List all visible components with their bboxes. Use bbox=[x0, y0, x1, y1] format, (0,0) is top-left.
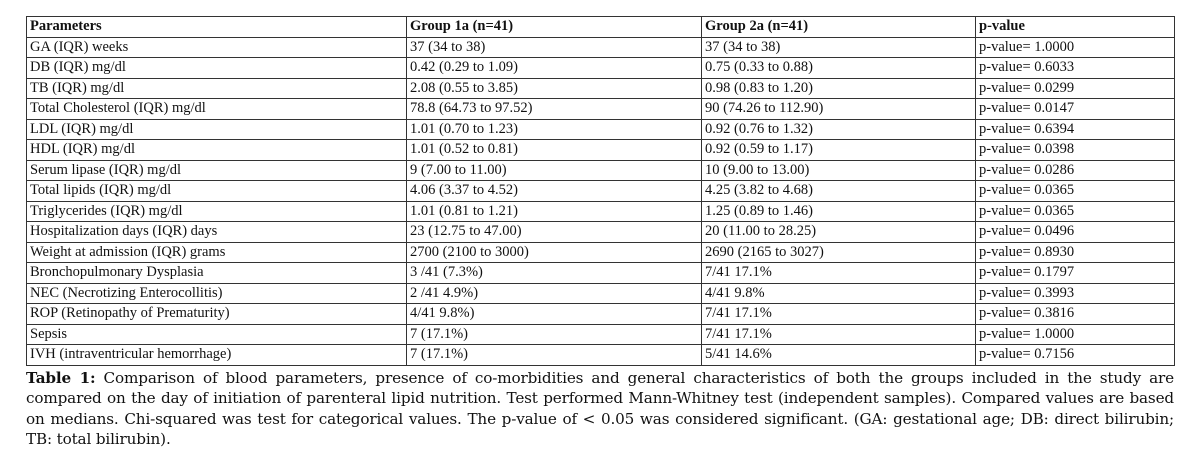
cell-parameter: Hospitalization days (IQR) days bbox=[26, 221, 407, 243]
cell-parameter: Total lipids (IQR) mg/dl bbox=[26, 180, 407, 202]
header-group-2a: Group 2a (n=41) bbox=[701, 16, 976, 38]
cell-group-2a: 0.75 (0.33 to 0.88) bbox=[701, 57, 976, 79]
table-row: Weight at admission (IQR) grams 2700 (210… bbox=[26, 241, 1175, 263]
cell-p-value: p-value= 0.3816 bbox=[975, 303, 1175, 325]
cell-group-1a: 9 (7.00 to 11.00) bbox=[406, 159, 702, 181]
table-row: Bronchopulmonary Dysplasia 3 /41 (7.3%) 7/… bbox=[26, 262, 1175, 284]
table-row: Total lipids (IQR) mg/dl 4.06 (3.37 to 4.… bbox=[26, 180, 1175, 202]
cell-group-2a: 2690 (2165 to 3027) bbox=[701, 241, 976, 263]
table-row: GA (IQR) weeks 37 (34 to 38) 37 (34 to 38)… bbox=[26, 36, 1175, 58]
table-row: Total Cholesterol (IQR) mg/dl 78.8 (64.73… bbox=[26, 98, 1175, 120]
cell-p-value: p-value= 0.0365 bbox=[975, 180, 1175, 202]
table-row: Hospitalization days (IQR) days 23 (12.75… bbox=[26, 221, 1175, 243]
cell-group-1a: 7 (17.1%) bbox=[406, 323, 702, 345]
cell-p-value: p-value= 0.0496 bbox=[975, 221, 1175, 243]
cell-group-1a: 4/41 9.8%) bbox=[406, 303, 702, 325]
cell-group-2a: 7/41 17.1% bbox=[701, 303, 976, 325]
table-row: IVH (intraventricular hemorrhage) 7 (17.1… bbox=[26, 344, 1175, 366]
cell-p-value: p-value= 1.0000 bbox=[975, 323, 1175, 345]
table-row: DB (IQR) mg/dl 0.42 (0.29 to 1.09) 0.75 (0… bbox=[26, 57, 1175, 79]
cell-group-1a: 2700 (2100 to 3000) bbox=[406, 241, 702, 263]
cell-group-2a: 0.92 (0.59 to 1.17) bbox=[701, 139, 976, 161]
cell-p-value: p-value= 0.6394 bbox=[975, 118, 1175, 140]
table-row: LDL (IQR) mg/dl 1.01 (0.70 to 1.23) 0.92 (… bbox=[26, 118, 1175, 140]
cell-group-1a: 1.01 (0.70 to 1.23) bbox=[406, 118, 702, 140]
cell-group-1a: 2 /41 4.9%) bbox=[406, 282, 702, 304]
cell-p-value: p-value= 0.0147 bbox=[975, 98, 1175, 120]
cell-group-1a: 7 (17.1%) bbox=[406, 344, 702, 366]
cell-parameter: Bronchopulmonary Dysplasia bbox=[26, 262, 407, 284]
cell-group-2a: 4/41 9.8% bbox=[701, 282, 976, 304]
cell-p-value: p-value= 0.0365 bbox=[975, 200, 1175, 222]
table-row: ROP (Retinopathy of Prematurity) 4/41 9.8… bbox=[26, 303, 1175, 325]
cell-parameter: GA (IQR) weeks bbox=[26, 36, 407, 58]
cell-parameter: NEC (Necrotizing Enterocollitis) bbox=[26, 282, 407, 304]
cell-parameter: DB (IQR) mg/dl bbox=[26, 57, 407, 79]
table-row: HDL (IQR) mg/dl 1.01 (0.52 to 0.81) 0.92 (… bbox=[26, 139, 1175, 161]
cell-parameter: HDL (IQR) mg/dl bbox=[26, 139, 407, 161]
cell-p-value: p-value= 0.8930 bbox=[975, 241, 1175, 263]
cell-group-2a: 1.25 (0.89 to 1.46) bbox=[701, 200, 976, 222]
cell-parameter: Total Cholesterol (IQR) mg/dl bbox=[26, 98, 407, 120]
table-row: Serum lipase (IQR) mg/dl 9 (7.00 to 11.00… bbox=[26, 159, 1175, 181]
cell-parameter: ROP (Retinopathy of Prematurity) bbox=[26, 303, 407, 325]
cell-group-1a: 23 (12.75 to 47.00) bbox=[406, 221, 702, 243]
table-figure: Parameters Group 1a (n=41) Group 2a (n=4… bbox=[26, 16, 1175, 450]
cell-group-1a: 2.08 (0.55 to 3.85) bbox=[406, 77, 702, 99]
table-row: NEC (Necrotizing Enterocollitis) 2 /41 4.… bbox=[26, 282, 1175, 304]
caption-label: Table 1: bbox=[26, 368, 96, 387]
table-row: Triglycerides (IQR) mg/dl 1.01 (0.81 to 1… bbox=[26, 200, 1175, 222]
comparison-table: Parameters Group 1a (n=41) Group 2a (n=4… bbox=[26, 16, 1175, 366]
cell-p-value: p-value= 0.0398 bbox=[975, 139, 1175, 161]
cell-group-2a: 37 (34 to 38) bbox=[701, 36, 976, 58]
cell-group-2a: 4.25 (3.82 to 4.68) bbox=[701, 180, 976, 202]
cell-group-2a: 0.92 (0.76 to 1.32) bbox=[701, 118, 976, 140]
cell-p-value: p-value= 0.7156 bbox=[975, 344, 1175, 366]
cell-p-value: p-value= 0.6033 bbox=[975, 57, 1175, 79]
cell-group-2a: 7/41 17.1% bbox=[701, 323, 976, 345]
cell-p-value: p-value= 1.0000 bbox=[975, 36, 1175, 58]
cell-group-1a: 3 /41 (7.3%) bbox=[406, 262, 702, 284]
cell-group-2a: 7/41 17.1% bbox=[701, 262, 976, 284]
table-body: GA (IQR) weeks 37 (34 to 38) 37 (34 to 38)… bbox=[26, 36, 1175, 366]
cell-parameter: IVH (intraventricular hemorrhage) bbox=[26, 344, 407, 366]
cell-group-2a: 10 (9.00 to 13.00) bbox=[701, 159, 976, 181]
cell-group-1a: 1.01 (0.81 to 1.21) bbox=[406, 200, 702, 222]
cell-parameter: Triglycerides (IQR) mg/dl bbox=[26, 200, 407, 222]
cell-p-value: p-value= 0.1797 bbox=[975, 262, 1175, 284]
cell-parameter: Serum lipase (IQR) mg/dl bbox=[26, 159, 407, 181]
cell-group-1a: 1.01 (0.52 to 0.81) bbox=[406, 139, 702, 161]
header-parameters: Parameters bbox=[26, 16, 407, 38]
cell-parameter: TB (IQR) mg/dl bbox=[26, 77, 407, 99]
cell-group-2a: 0.98 (0.83 to 1.20) bbox=[701, 77, 976, 99]
table-caption: Table 1: Comparison of blood parameters,… bbox=[26, 368, 1174, 450]
cell-group-1a: 78.8 (64.73 to 97.52) bbox=[406, 98, 702, 120]
cell-parameter: Sepsis bbox=[26, 323, 407, 345]
cell-parameter: LDL (IQR) mg/dl bbox=[26, 118, 407, 140]
cell-group-2a: 5/41 14.6% bbox=[701, 344, 976, 366]
cell-group-1a: 4.06 (3.37 to 4.52) bbox=[406, 180, 702, 202]
header-p-value: p-value bbox=[975, 16, 1175, 38]
cell-p-value: p-value= 0.0299 bbox=[975, 77, 1175, 99]
cell-group-1a: 0.42 (0.29 to 1.09) bbox=[406, 57, 702, 79]
cell-p-value: p-value= 0.3993 bbox=[975, 282, 1175, 304]
cell-p-value: p-value= 0.0286 bbox=[975, 159, 1175, 181]
table-row: TB (IQR) mg/dl 2.08 (0.55 to 3.85) 0.98 (0… bbox=[26, 77, 1175, 99]
table-row: Sepsis 7 (17.1%) 7/41 17.1% p-value= 1.0000 bbox=[26, 323, 1175, 345]
caption-text: Comparison of blood parameters, presence… bbox=[26, 368, 1174, 449]
cell-group-2a: 90 (74.26 to 112.90) bbox=[701, 98, 976, 120]
cell-group-2a: 20 (11.00 to 28.25) bbox=[701, 221, 976, 243]
cell-parameter: Weight at admission (IQR) grams bbox=[26, 241, 407, 263]
cell-group-1a: 37 (34 to 38) bbox=[406, 36, 702, 58]
table-header-row: Parameters Group 1a (n=41) Group 2a (n=4… bbox=[26, 16, 1175, 38]
header-group-1a: Group 1a (n=41) bbox=[406, 16, 702, 38]
